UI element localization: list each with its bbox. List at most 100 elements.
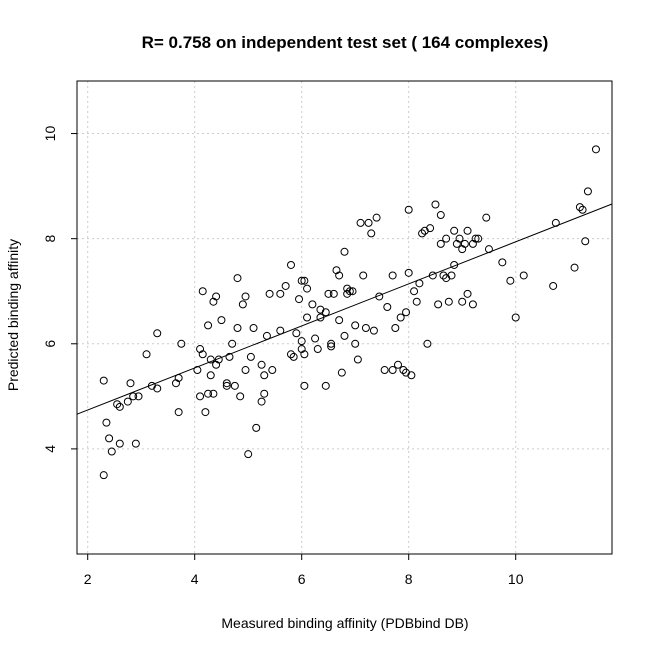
- data-point: [412, 297, 421, 306]
- data-point: [404, 268, 413, 277]
- data-point: [506, 276, 515, 285]
- data-point: [356, 218, 365, 227]
- regression-line-group: [76, 203, 613, 415]
- data-point: [343, 289, 352, 298]
- data-point: [380, 366, 389, 375]
- data-point: [423, 339, 432, 348]
- data-point: [431, 200, 440, 209]
- data-point: [126, 379, 135, 388]
- data-point: [142, 350, 151, 359]
- data-point: [418, 229, 427, 238]
- data-point: [583, 187, 592, 196]
- data-point: [329, 289, 338, 298]
- plot-frame: [76, 80, 613, 555]
- data-point: [359, 271, 368, 280]
- data-point: [570, 263, 579, 272]
- data-point: [222, 381, 231, 390]
- data-point: [471, 234, 480, 243]
- data-point: [303, 284, 312, 293]
- data-point: [369, 326, 378, 335]
- data-point: [249, 324, 258, 333]
- regression-line: [76, 203, 613, 415]
- grid: [77, 81, 612, 554]
- data-point: [455, 234, 464, 243]
- y-tick-label: 8: [42, 235, 58, 243]
- data-point: [321, 308, 330, 317]
- data-point: [399, 366, 408, 375]
- x-tick-label: 2: [84, 571, 92, 587]
- data-point: [402, 368, 411, 377]
- data-point: [134, 392, 143, 401]
- data-point: [458, 297, 467, 306]
- data-points: [99, 145, 600, 480]
- x-tick-label: 4: [191, 571, 199, 587]
- data-point: [367, 229, 376, 238]
- data-point: [340, 331, 349, 340]
- data-point: [129, 392, 138, 401]
- data-point: [268, 366, 277, 375]
- data-point: [300, 381, 309, 390]
- data-point: [463, 289, 472, 298]
- data-point: [260, 389, 269, 398]
- data-point: [300, 276, 309, 285]
- data-point: [353, 355, 362, 364]
- data-point: [345, 287, 354, 296]
- data-point: [198, 287, 207, 296]
- data-point: [153, 329, 162, 338]
- x-tick-label: 10: [508, 571, 524, 587]
- data-point: [313, 345, 322, 354]
- data-point: [444, 297, 453, 306]
- data-point: [113, 400, 122, 409]
- data-point: [295, 295, 304, 304]
- data-point: [99, 376, 108, 385]
- data-point: [225, 352, 234, 361]
- data-point: [460, 239, 469, 248]
- data-point: [281, 281, 290, 290]
- data-point: [209, 389, 218, 398]
- data-point: [327, 339, 336, 348]
- data-point: [372, 213, 381, 222]
- data-point: [404, 205, 413, 214]
- x-tick-label: 8: [405, 571, 413, 587]
- data-point: [174, 408, 183, 417]
- data-point: [426, 224, 435, 233]
- data-point: [287, 350, 295, 359]
- data-point: [463, 226, 472, 235]
- data-point: [222, 379, 231, 388]
- data-point: [351, 321, 360, 330]
- x-tick-label: 6: [298, 571, 306, 587]
- data-point: [498, 258, 507, 267]
- data-point: [442, 234, 451, 243]
- data-point: [549, 281, 558, 290]
- data-point: [388, 271, 397, 280]
- chart-title: R= 0.758 on independent test set ( 164 c…: [142, 33, 549, 52]
- data-point: [233, 324, 242, 333]
- data-point: [252, 423, 261, 432]
- data-point: [230, 381, 239, 390]
- data-point: [206, 371, 215, 380]
- data-point: [402, 308, 411, 317]
- data-point: [115, 402, 124, 411]
- data-point: [410, 287, 419, 296]
- data-point: [340, 247, 349, 256]
- data-point: [241, 292, 250, 301]
- data-point: [396, 313, 405, 322]
- data-point: [327, 342, 336, 351]
- data-point: [511, 313, 520, 322]
- data-point: [107, 447, 116, 456]
- data-point: [204, 321, 213, 330]
- data-point: [212, 292, 221, 301]
- data-point: [324, 289, 333, 298]
- data-point: [257, 397, 266, 406]
- data-point: [383, 302, 392, 311]
- data-point: [591, 145, 600, 154]
- data-point: [105, 434, 114, 443]
- data-point: [482, 213, 491, 222]
- data-point: [335, 271, 344, 280]
- data-point: [177, 339, 186, 348]
- data-point: [436, 211, 445, 220]
- data-point: [575, 203, 584, 212]
- data-point: [391, 324, 400, 333]
- data-point: [578, 205, 587, 214]
